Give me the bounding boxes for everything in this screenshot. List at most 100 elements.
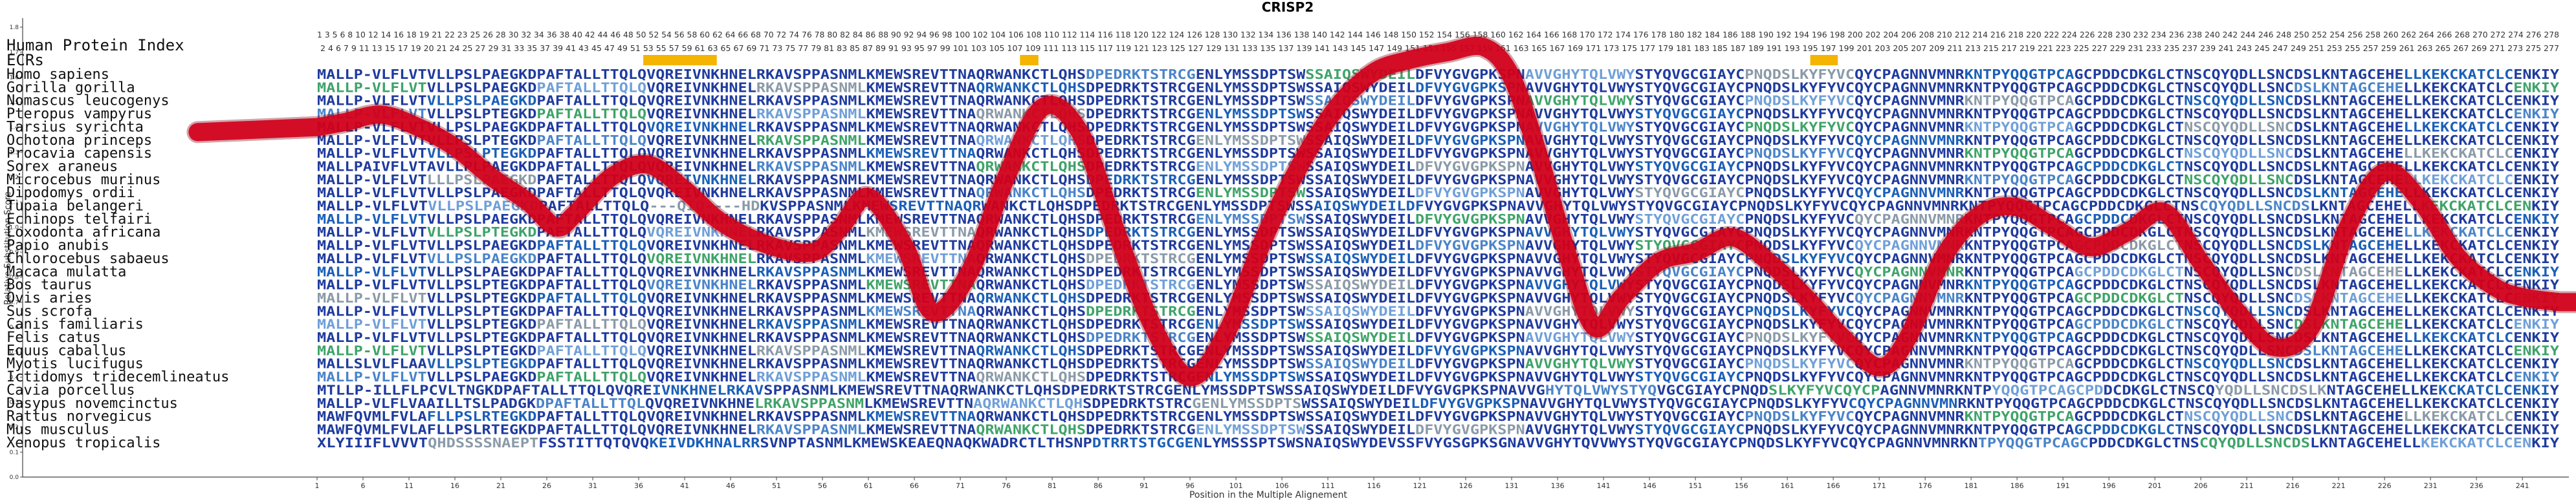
- sequence-segment: GENLYMSSDPTS: [1192, 396, 1301, 411]
- species-name: Sus scrofa: [6, 303, 92, 319]
- sequence-segment: ENKIY: [2513, 251, 2559, 266]
- sequence-segment: MAWFQVMLFVLA: [317, 409, 427, 424]
- sequence-segment: VQREIVNKHNEL: [646, 264, 756, 279]
- sequence-segment: NKCTLQHSDPED: [987, 382, 1099, 398]
- sequence-segment: ENKIY: [2513, 409, 2559, 424]
- sequence-segment: VLLPSLPAEGKD: [427, 80, 537, 95]
- sequence-segment: GCPDDCDKGLCT: [2074, 158, 2184, 174]
- y-tick-label: 1.1: [10, 200, 19, 206]
- sequence-segment: LLKEKCKATCLC: [2404, 93, 2514, 109]
- sequence-segment: MALLP-VLFLVT: [317, 330, 427, 345]
- sequence-segment: SSAIQSWYDEIL: [1305, 224, 1415, 240]
- sequence-segment: GCPDDCDKGLCT: [2074, 145, 2184, 161]
- sequence-segment: KMEWSREVTTNA: [866, 119, 976, 134]
- sequence-segment: PAFTALLTTQLQ: [536, 303, 646, 319]
- sequence-segment: PAFTALLTTQLQ: [536, 317, 646, 332]
- sequence-segment: SSAIQSWYDEIL: [1305, 356, 1415, 372]
- sequence-segment: GCPDDCDKGLCT: [2074, 185, 2184, 200]
- sequence-segment: MAWFQVMLFVLA: [317, 421, 427, 437]
- sequence-segment: KMEWSREVTTNA: [866, 343, 976, 358]
- sequence-segment: RKAVSPPASNML: [756, 290, 866, 306]
- sequence-row: MALLP-VLFLVT VLLPSLPTEGKD PAFTALLTTQLQ VQRE…: [317, 330, 2559, 345]
- sequence-segment: RKAVSPPASNML: [756, 264, 866, 279]
- sequence-segment: DFVYGVGPKSPN: [1415, 119, 1525, 134]
- sequence-segment: SSAIQSWYDEIL: [1305, 93, 1415, 109]
- sequence-segment: QYCPAGNNVMNR: [1855, 421, 1965, 437]
- species-name: Canis familiaris: [6, 317, 144, 333]
- sequence-row: MALLP-VLFLVA AILLTSLPADGK DPAFTALLTTQL QVQR…: [317, 396, 2559, 411]
- sequence-segment: DCDKGLCTNSCQ: [2103, 382, 2215, 398]
- species-name: Dasypus novemcinctus: [6, 396, 178, 412]
- sequence-segment: RKAVSPPASNML: [756, 185, 866, 200]
- sequence-segment: DFVYGVGPKSPN: [1415, 343, 1525, 358]
- sequence-segment: DSLKNTAGCEHE: [2294, 369, 2404, 385]
- sequence-segment: QYCPAGNNVMNR: [1855, 409, 1965, 424]
- sequence-segment: CQYQDLLSNCDS: [2199, 198, 2310, 214]
- sequence-segment: QRWANKCTLQHS: [976, 421, 1086, 437]
- sequence-segment: KNTPYQQGTPCA: [1965, 343, 2075, 358]
- sequence-segment: YSTYQVGCGIAY: [1629, 396, 1739, 411]
- sequence-segment: DSLKNTAGCEHE: [2294, 145, 2404, 161]
- species-name: Rattus norvegicus: [6, 409, 152, 425]
- sequence-segment: GCPDDCDKGLCT: [2074, 277, 2184, 293]
- sequence-segment: AILLTSLPADGK: [426, 396, 536, 411]
- sequence-segment: ENKIY: [2513, 317, 2559, 332]
- sequence-segment: LLKEKCKATCLC: [2404, 133, 2514, 148]
- sequence-segment: SSAIQSWYDEIL: [1305, 330, 1415, 345]
- x-tick-label: 101: [1229, 482, 1243, 490]
- sequence-segment: DSLKNTAGCEHE: [2294, 277, 2404, 293]
- sequence-segment: VQREIVNKHNEL: [646, 67, 756, 82]
- y-tick-label: 1.4: [10, 125, 19, 131]
- x-tick-label: 186: [2010, 482, 2024, 490]
- sequence-segment: VQREIVNKHNEL: [646, 409, 756, 424]
- sequence-segment: DPEDRKTSTRCG: [1086, 67, 1196, 82]
- sequence-segment: DTRRTSTGCGEN: [1092, 435, 1203, 451]
- sequence-segment: LLKEKCKATCLC: [2404, 369, 2514, 385]
- sequence-segment: GCPDDCDKGLCT: [2074, 409, 2184, 424]
- sequence-segment: LLKEKCKATCLC: [2404, 106, 2514, 122]
- sequence-segment: ENLYMSSDPTSW: [1196, 67, 1306, 82]
- x-tick-label: 111: [1321, 482, 1335, 490]
- sequence-segment: AVVGHYTQLVWY: [1525, 356, 1635, 372]
- sequence-segment: YQDLLSNCDSLK: [2215, 382, 2327, 398]
- sequence-segment: STYQVGCGIAYC: [1635, 277, 1745, 293]
- x-axis-ticks: 1 6 11 16 21 26 31 36 41 46 51 56 61 66 71 76 81 86 91 96 10…: [315, 477, 2529, 490]
- sequence-segment: KNTPYQQGTPCA: [1965, 409, 2075, 424]
- sequence-segment: KNTPYQQGTPCA: [1965, 251, 2075, 266]
- sequence-segment: ENKIY: [2513, 172, 2559, 187]
- sequence-segment: NSCQYQDLLSNC: [2184, 409, 2294, 424]
- sequence-segment: QRWANKCTLQHS: [976, 145, 1086, 161]
- sequence-segment: DPEDRKTSTRCG: [1086, 133, 1196, 148]
- sequence-segment: VLLPSLPTEGKD: [427, 290, 537, 306]
- sequence-segment: PAFTALLTTQLQ: [536, 330, 646, 345]
- human-index-row-top: 1 3 5 6 8 10 12 14 16 18 19 21 22 23 25 …: [317, 30, 2559, 39]
- sequence-segment: STYQVGCGIAYC: [1635, 172, 1745, 187]
- sequence-segment: ENKIY: [2513, 185, 2559, 200]
- y-tick-label: 0.7: [10, 299, 19, 306]
- sequence-segment: GCPDDCDKGLCT: [2074, 119, 2184, 134]
- sequence-segment: RKAVSPPASNML: [756, 158, 866, 174]
- sequence-segment: RKAVSPPASNML: [756, 133, 866, 148]
- sequence-segment: GVGPKSPNAVVG: [1433, 382, 1545, 398]
- sequence-segment: QRWANKCTLQHS: [976, 303, 1086, 319]
- sequence-segment: KEIVDKHNALRR: [649, 435, 760, 451]
- sequence-segment: CVLTNGKDPAFT: [429, 382, 541, 398]
- sequence-segment: LLKEKCKATCLC: [2404, 317, 2514, 332]
- sequence-segment: DSLKNTAGCEHE: [2294, 409, 2404, 424]
- sequence-row: MALLP-VLFLVT VLLPSLPTEGKD PAFTALLTTQLQ VQRE…: [317, 290, 2559, 306]
- sequence-segment: SSAIQSWYDEIL: [1305, 145, 1415, 161]
- ecr-bar: [1020, 55, 1039, 65]
- y-tick-label: 0.8: [10, 275, 19, 281]
- sequence-segment: DSLKNTAGCEHE: [2294, 251, 2404, 266]
- sequence-segment: RKAVSPPASNML: [756, 172, 866, 187]
- sequence-segment: PAFTALLTTQLQ: [536, 343, 646, 358]
- sequence-segment: VLLPSLPAEGKD: [427, 238, 537, 253]
- sequence-segment: CQYCPAGNNVMN: [1848, 396, 1957, 411]
- sequence-segment: RKAVSPPASNML: [756, 67, 866, 82]
- x-tick-label: 236: [2470, 482, 2483, 490]
- sequence-segment: LLKEKCKATCLC: [2404, 80, 2514, 95]
- species-name: Procavia capensis: [6, 145, 152, 162]
- sequence-segment: MALLSLVLFLAA: [317, 356, 427, 372]
- sequence-segment: DSLKNTAGCEHE: [2294, 421, 2404, 437]
- sequence-segment: PAFTALLTTQLQ: [536, 409, 646, 424]
